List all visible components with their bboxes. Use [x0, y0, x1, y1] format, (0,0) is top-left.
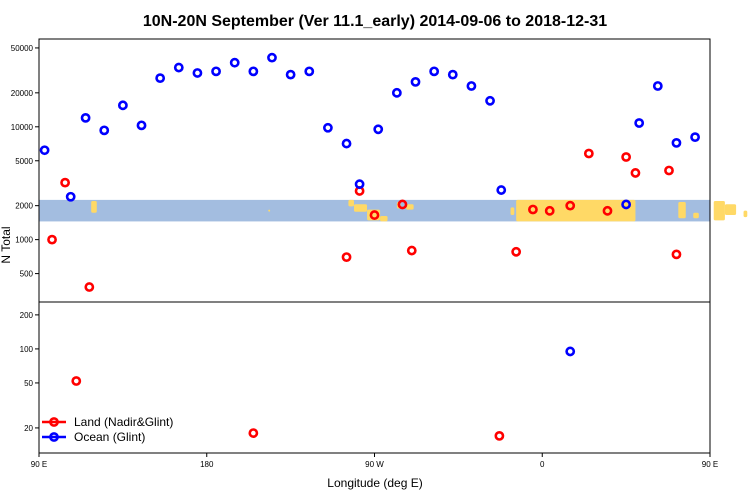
land-point — [71, 376, 82, 386]
land-point — [664, 165, 674, 176]
ocean-point — [323, 122, 333, 133]
ocean-point — [211, 66, 221, 77]
ocean-point — [621, 199, 632, 210]
land-point — [630, 168, 641, 178]
x-tick-label: 90 E — [702, 460, 718, 469]
ocean-point — [671, 137, 682, 148]
ocean-point — [229, 57, 240, 68]
legend-ocean-marker — [49, 432, 59, 442]
ocean-point — [447, 69, 458, 80]
map-land-hawaii — [268, 209, 271, 212]
ocean-point — [410, 76, 421, 87]
ocean-point — [173, 62, 184, 73]
ocean-point — [80, 112, 91, 123]
ocean-point — [285, 69, 296, 80]
legend-ocean-label: Ocean (Glint) — [74, 430, 145, 444]
land-point — [494, 431, 505, 441]
land-point — [397, 199, 408, 210]
land-point — [341, 252, 352, 263]
land-point — [47, 234, 57, 245]
map-land-caribbean — [406, 204, 414, 210]
ocean-point — [136, 120, 147, 131]
map-land-india — [678, 202, 686, 219]
ocean-point — [65, 191, 76, 202]
ocean-point — [496, 185, 507, 195]
land-point — [565, 200, 576, 211]
ocean-point — [391, 87, 402, 98]
map-land-indochina — [724, 204, 737, 215]
land-point — [60, 177, 70, 188]
world-map-band — [39, 199, 748, 222]
x-tick-label: 90 W — [365, 460, 384, 469]
ocean-point — [466, 81, 477, 91]
lower-y-tick-label: 200 — [20, 311, 34, 320]
chart-title: 10N-20N September (Ver 11.1_early) 2014-… — [143, 13, 607, 30]
land-point — [602, 205, 613, 216]
x-tick-label: 90 E — [31, 460, 47, 469]
ocean-point — [267, 52, 277, 63]
lower-y-tick-label: 50 — [24, 379, 33, 388]
lower-y-tick-label: 20 — [24, 424, 33, 433]
upper-y-axis: 500 1000 2000 5000 10000 20000 50000 — [11, 44, 39, 279]
legend-land-label: Land (Nadir&Glint) — [74, 415, 173, 429]
map-land-sri-lanka — [693, 212, 699, 219]
land-point — [248, 428, 259, 438]
map-land-philippines — [743, 210, 748, 218]
ocean-point — [192, 68, 203, 78]
ocean-point — [99, 125, 110, 136]
ocean-point — [39, 145, 50, 156]
upper-y-tick-label: 50000 — [11, 44, 34, 53]
land-point — [621, 152, 632, 162]
lower-y-tick-label: 100 — [20, 345, 34, 354]
x-axis: 90 E 180 90 W 0 90 E — [31, 453, 718, 469]
ocean-point — [373, 124, 384, 135]
land-point — [511, 246, 522, 257]
ocean-point — [354, 179, 365, 190]
ocean-point — [117, 100, 128, 111]
ocean-point — [304, 66, 315, 77]
map-land-philippines — [91, 200, 97, 213]
land-point — [369, 210, 380, 220]
map-land-central-america — [380, 216, 388, 222]
upper-y-tick-label: 2000 — [15, 202, 33, 211]
land-point — [406, 245, 417, 256]
x-tick-label: 180 — [200, 460, 214, 469]
upper-y-tick-label: 10000 — [11, 123, 34, 132]
land-point — [671, 249, 682, 260]
ocean-point — [485, 95, 495, 106]
land-point — [544, 205, 555, 216]
land-point — [583, 148, 594, 159]
x-axis-label: Longitude (deg E) — [327, 476, 422, 490]
ocean-point — [155, 73, 166, 84]
legend: Land (Nadir&Glint) Ocean (Glint) — [42, 415, 173, 444]
ocean-point — [248, 66, 259, 77]
map-land-west-africa — [510, 207, 515, 215]
upper-y-tick-label: 5000 — [15, 157, 33, 166]
upper-y-tick-label: 20000 — [11, 89, 34, 98]
map-land-mexico — [353, 204, 368, 212]
land-point — [528, 204, 538, 215]
ocean-point — [565, 346, 576, 357]
upper-panel-frame — [38, 38, 711, 303]
ocean-point — [341, 138, 352, 149]
legend-land-marker — [49, 417, 59, 427]
map-land-mexico — [348, 199, 354, 207]
data-points — [39, 52, 700, 441]
ocean-point — [429, 66, 440, 77]
land-point — [84, 282, 95, 292]
y-axis-label: N Total — [0, 226, 13, 263]
ocean-point — [690, 132, 700, 143]
ocean-point — [652, 81, 663, 91]
map-land-indochina — [713, 200, 725, 221]
x-tick-label: 0 — [540, 460, 545, 469]
lower-y-axis: 20 50 100 200 — [20, 311, 39, 433]
upper-y-tick-label: 1000 — [15, 236, 33, 245]
map-land-africa — [516, 199, 636, 222]
ocean-point — [634, 118, 645, 128]
upper-y-tick-label: 500 — [20, 270, 34, 279]
